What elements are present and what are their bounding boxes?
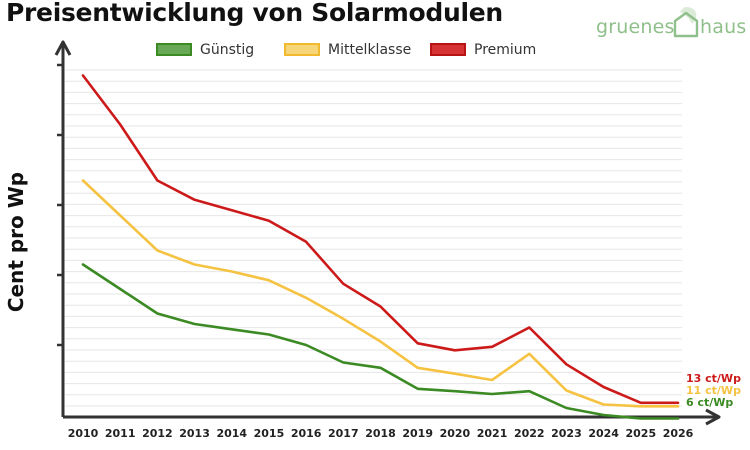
x-tick-label: 2010 bbox=[68, 427, 99, 440]
legend-label-guenstig: Günstig bbox=[200, 42, 255, 58]
series-line-gnstig bbox=[81, 263, 680, 420]
legend-swatch-premium bbox=[430, 43, 466, 56]
x-tick-label: 2024 bbox=[588, 427, 619, 440]
y-axis-arrow bbox=[54, 40, 72, 56]
x-tick-label: 2019 bbox=[402, 427, 433, 440]
x-axis-arrow bbox=[705, 408, 721, 426]
brand-logo: gruenes haus bbox=[596, 6, 746, 40]
x-tick-label: 2020 bbox=[440, 427, 471, 440]
x-tick-label: 2014 bbox=[216, 427, 247, 440]
legend-swatch-mittelklasse bbox=[284, 43, 320, 56]
logo-word-haus: haus bbox=[700, 16, 747, 38]
end-label-1: 11 ct/Wp bbox=[686, 384, 741, 397]
x-tick-label: 2013 bbox=[179, 427, 210, 440]
x-tick-label: 2011 bbox=[105, 427, 136, 440]
x-tick-label: 2025 bbox=[626, 427, 657, 440]
house-leaf-icon bbox=[673, 7, 699, 38]
legend-label-premium: Premium bbox=[474, 42, 537, 58]
grid-lines bbox=[65, 69, 682, 407]
series-layer bbox=[81, 74, 680, 420]
chart-title: Preisentwicklung von Solarmodulen bbox=[6, 0, 503, 27]
x-tick-label: 2015 bbox=[254, 427, 285, 440]
x-tick-label: 2016 bbox=[291, 427, 322, 440]
x-tick-label: 2018 bbox=[365, 427, 396, 440]
logo-word-gruenes: gruenes bbox=[596, 16, 675, 38]
x-tick-labels: 2010 2011 2012 2013 2014 2015 2016 2017 2018 2019… bbox=[68, 427, 694, 440]
series-line-premium bbox=[81, 74, 680, 405]
end-label-0: 6 ct/Wp bbox=[686, 396, 733, 409]
x-tick-label: 2022 bbox=[514, 427, 545, 440]
legend-swatch-guenstig bbox=[156, 43, 192, 56]
series-line-mittelklasse bbox=[81, 179, 680, 408]
x-tick-label: 2017 bbox=[328, 427, 359, 440]
end-label-2: 13 ct/Wp bbox=[686, 372, 741, 385]
axes bbox=[54, 40, 721, 426]
x-tick-label: 2026 bbox=[663, 427, 694, 440]
x-tick-label: 2021 bbox=[477, 427, 508, 440]
legend-label-mittelklasse: Mittelklasse bbox=[328, 42, 412, 58]
x-tick-label: 2023 bbox=[551, 427, 582, 440]
x-tick-label: 2012 bbox=[142, 427, 173, 440]
